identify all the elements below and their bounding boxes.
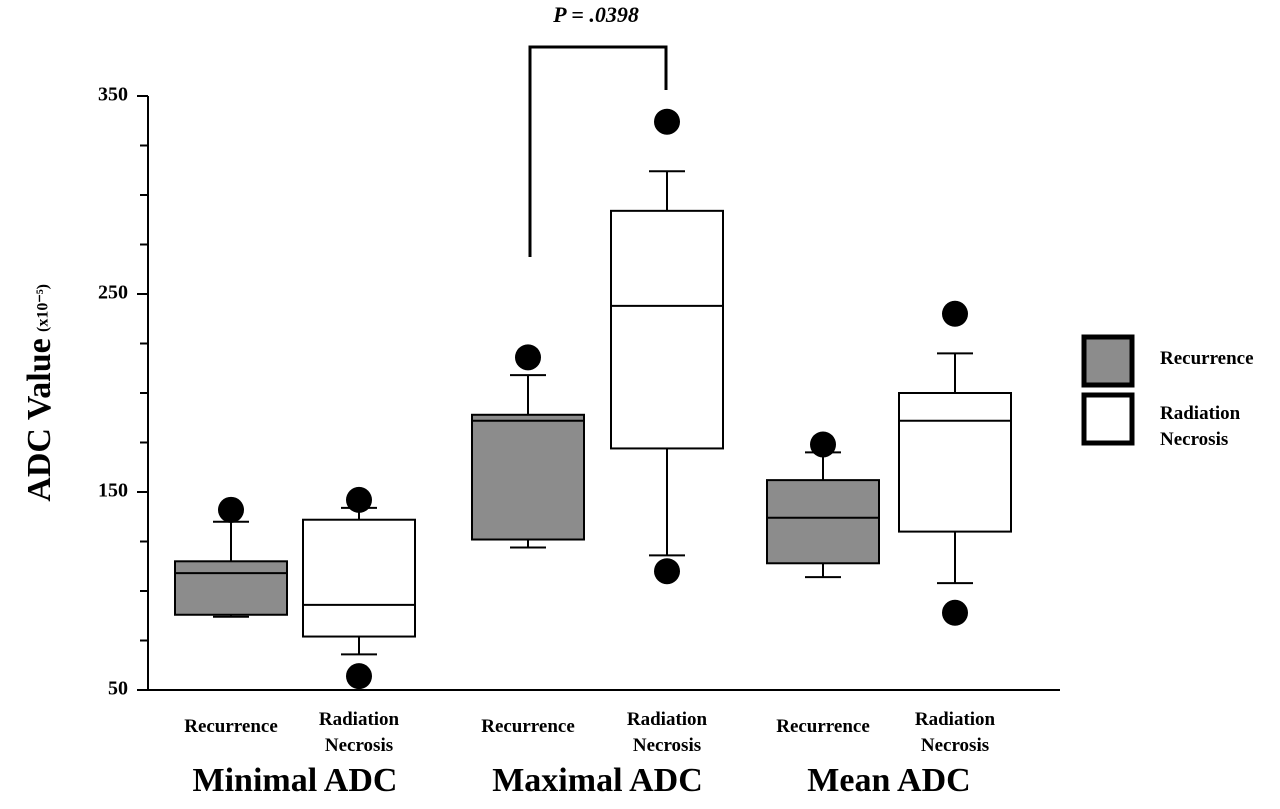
x-sub-label: Radiation Necrosis <box>318 709 400 756</box>
y-axis-title: ADC Value (x10⁻⁵) <box>21 284 58 502</box>
outlier <box>942 300 968 327</box>
group-label: Minimal ADC <box>192 762 398 799</box>
group-label: Maximal ADC <box>492 762 703 799</box>
x-sub-label: Radiation Necrosis <box>626 709 708 756</box>
box <box>898 392 1012 533</box>
legend-label: Recurrence <box>1160 348 1254 369</box>
y-label: ADC Value <box>21 338 58 501</box>
box <box>766 479 880 565</box>
outlier <box>515 344 541 371</box>
box <box>610 209 724 450</box>
outlier <box>942 599 968 626</box>
x-sub-label: Recurrence <box>776 716 870 737</box>
outlier <box>810 431 836 458</box>
outlier <box>654 108 680 135</box>
y-label-unit: (x10⁻⁵) <box>35 284 52 332</box>
outlier <box>346 486 372 513</box>
legend-swatch <box>1081 392 1135 446</box>
group-label: Mean ADC <box>807 762 971 799</box>
box <box>471 413 585 541</box>
y-tick-label: 250 <box>98 282 128 304</box>
x-sub-label: Recurrence <box>184 716 278 737</box>
x-sub-label: Recurrence <box>481 716 575 737</box>
legend-swatch <box>1081 334 1135 388</box>
y-tick-label: 50 <box>108 678 128 700</box>
box <box>302 518 416 638</box>
x-sub-label: Radiation Necrosis <box>914 709 996 756</box>
box <box>174 560 288 616</box>
outlier <box>218 496 244 523</box>
legend-label: Radiation Necrosis <box>1160 403 1241 450</box>
y-tick-label: 350 <box>98 84 128 106</box>
annotation: P = .0398 <box>552 2 639 27</box>
outlier <box>346 663 372 690</box>
outlier <box>654 558 680 585</box>
significance-bracket <box>528 45 668 257</box>
y-tick-label: 150 <box>98 480 128 502</box>
